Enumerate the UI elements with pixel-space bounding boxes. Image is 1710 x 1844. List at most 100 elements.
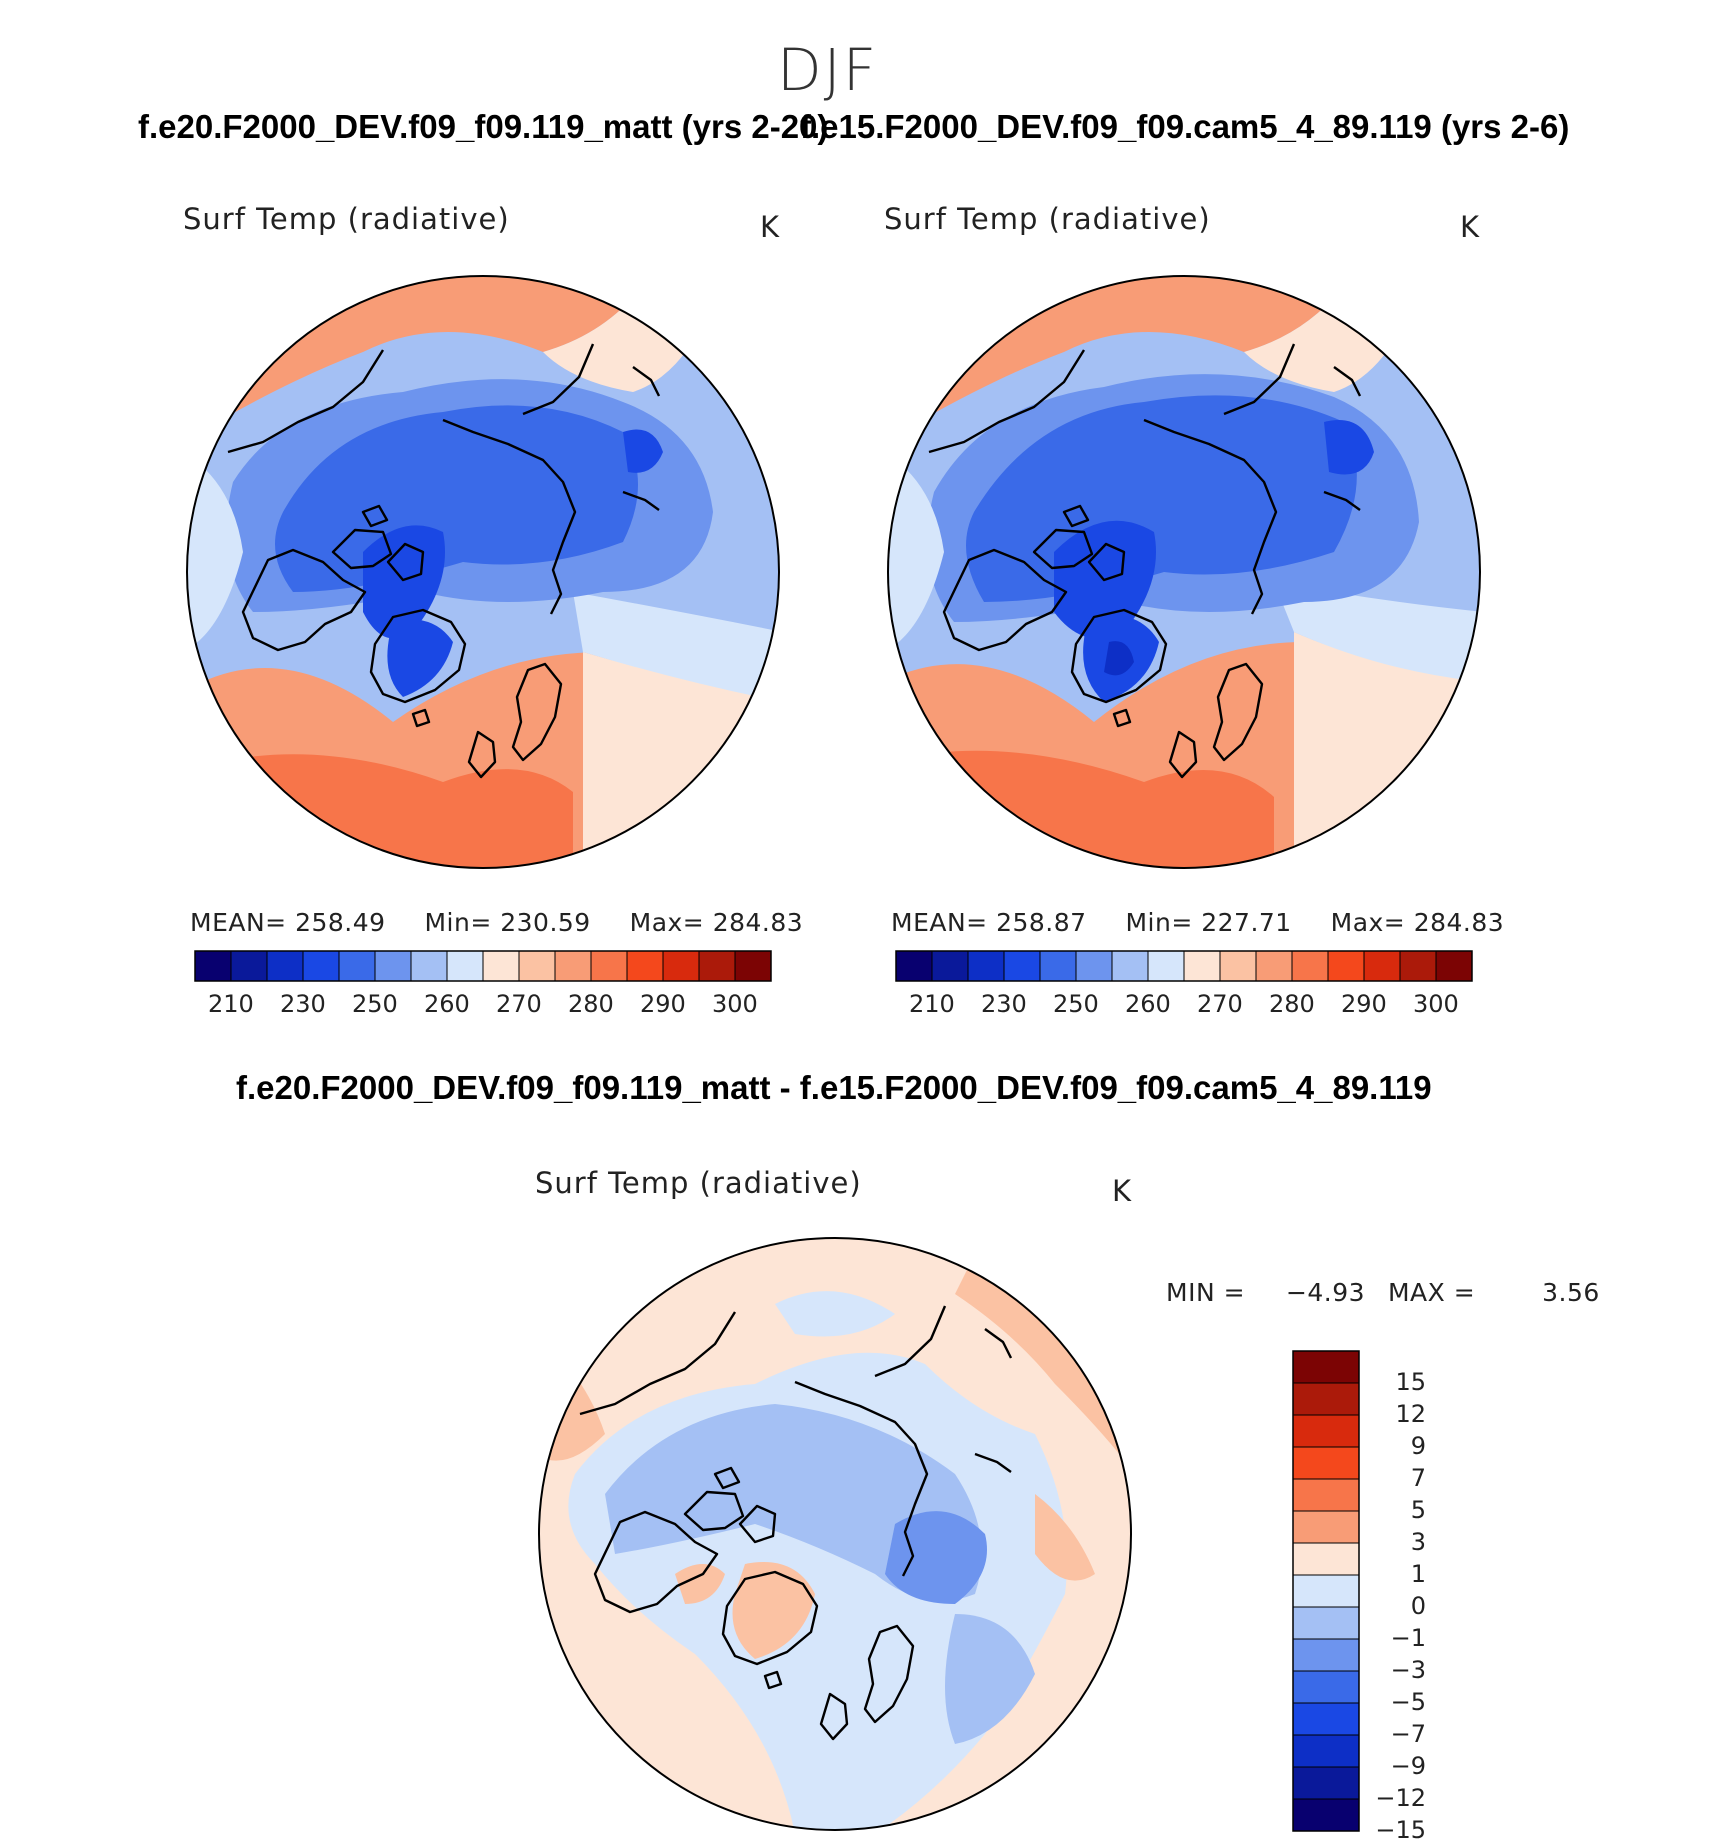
colorbar-cell — [446, 950, 484, 982]
colorbar-cell — [1292, 1798, 1360, 1832]
colorbar-cell — [482, 950, 520, 982]
colorbar-cell — [1292, 1702, 1360, 1736]
panel-1-min-value: 230.59 — [500, 908, 591, 937]
panel-2-map — [887, 275, 1481, 869]
colorbar-cell — [626, 950, 664, 982]
difference-stats: MIN = −4.93 MAX = 3.56 — [1166, 1278, 1600, 1307]
figure-title: DJF — [777, 36, 879, 104]
panel-2-max-value: 284.83 — [1413, 908, 1505, 937]
panel-1-colorbar-ticks: 210 230 250 260 270 280 290 300 — [194, 990, 770, 1020]
colorbar-tick-label: 5 — [1410, 1496, 1426, 1524]
colorbar-tick-label: 250 — [352, 990, 398, 1018]
panel-1-variable-label: Surf Temp (radiative) — [183, 202, 510, 236]
colorbar-tick-label: 3 — [1410, 1528, 1426, 1556]
colorbar-cell — [967, 950, 1005, 982]
colorbar-cell — [518, 950, 556, 982]
colorbar-cell — [698, 950, 736, 982]
panel-1-stats: MEAN= 258.49 Min= 230.59 Max= 284.83 — [190, 908, 803, 937]
colorbar-cell — [1183, 950, 1221, 982]
colorbar-tick-label: 290 — [640, 990, 686, 1018]
colorbar-cell — [302, 950, 340, 982]
difference-units-label: K — [1112, 1174, 1133, 1208]
colorbar-cell — [734, 950, 772, 982]
colorbar-cell — [1075, 950, 1113, 982]
colorbar-cell — [230, 950, 268, 982]
colorbar-cell — [1292, 1350, 1360, 1384]
colorbar-tick-label: −7 — [1390, 1720, 1426, 1748]
difference-max-label: MAX = — [1387, 1278, 1476, 1307]
colorbar-tick-label: 300 — [712, 990, 758, 1018]
colorbar-cell — [1292, 1734, 1360, 1768]
colorbar-cell — [1363, 950, 1401, 982]
colorbar-cell — [590, 950, 628, 982]
panel-1-mean-label: MEAN= — [190, 908, 287, 937]
colorbar-cell — [1219, 950, 1257, 982]
colorbar-tick-label: −1 — [1390, 1624, 1426, 1652]
colorbar-tick-label: −12 — [1375, 1784, 1426, 1812]
colorbar-tick-label: 260 — [1125, 990, 1171, 1018]
colorbar-tick-label: 1 — [1410, 1560, 1426, 1588]
colorbar-tick-label: 9 — [1410, 1432, 1426, 1460]
difference-title: f.e20.F2000_DEV.f09_f09.119_matt - f.e15… — [236, 1069, 1432, 1106]
colorbar-tick-label: 260 — [424, 990, 470, 1018]
difference-min-value: −4.93 — [1285, 1278, 1366, 1307]
difference-colorbar — [1292, 1350, 1360, 1832]
colorbar-tick-label: −15 — [1375, 1816, 1426, 1844]
difference-max-value: 3.56 — [1542, 1278, 1600, 1307]
colorbar-cell — [1292, 1766, 1360, 1800]
panel-2-mean-value: 258.87 — [996, 908, 1087, 937]
colorbar-cell — [554, 950, 592, 982]
colorbar-cell — [338, 950, 376, 982]
colorbar-cell — [1292, 1478, 1360, 1512]
colorbar-cell — [410, 950, 448, 982]
colorbar-tick-label: 270 — [496, 990, 542, 1018]
colorbar-cell — [1292, 1638, 1360, 1672]
panel-2-stats: MEAN= 258.87 Min= 227.71 Max= 284.83 — [891, 908, 1504, 937]
panel-2-max-label: Max= — [1330, 908, 1406, 937]
colorbar-tick-label: 280 — [568, 990, 614, 1018]
panel-1-mean-value: 258.49 — [295, 908, 386, 937]
colorbar-cell — [1292, 1606, 1360, 1640]
colorbar-tick-label: 210 — [909, 990, 955, 1018]
colorbar-cell — [1292, 1510, 1360, 1544]
panel-2-units-label: K — [1460, 210, 1481, 244]
colorbar-tick-label: 12 — [1395, 1400, 1426, 1428]
colorbar-tick-label: 280 — [1269, 990, 1315, 1018]
colorbar-tick-label: −9 — [1390, 1752, 1426, 1780]
colorbar-cell — [1292, 1446, 1360, 1480]
colorbar-tick-label: 210 — [208, 990, 254, 1018]
difference-variable-label: Surf Temp (radiative) — [535, 1166, 862, 1200]
panel-1-max-label: Max= — [629, 908, 705, 937]
colorbar-cell — [1292, 1382, 1360, 1416]
colorbar-cell — [1399, 950, 1437, 982]
colorbar-tick-label: 230 — [981, 990, 1027, 1018]
colorbar-tick-label: 270 — [1197, 990, 1243, 1018]
colorbar-cell — [1255, 950, 1293, 982]
panel-1-min-label: Min= — [424, 908, 492, 937]
difference-min-label: MIN = — [1166, 1278, 1246, 1307]
panel-1-case-title: f.e20.F2000_DEV.f09_f09.119_matt (yrs 2-… — [138, 108, 829, 145]
colorbar-tick-label: 290 — [1341, 990, 1387, 1018]
panel-1-units-label: K — [760, 210, 781, 244]
panel-1-colorbar — [194, 950, 772, 982]
colorbar-tick-label: 250 — [1053, 990, 1099, 1018]
colorbar-cell — [194, 950, 232, 982]
panel-1-max-value: 284.83 — [712, 908, 804, 937]
colorbar-cell — [1292, 1670, 1360, 1704]
panel-2-case-title: f.e15.F2000_DEV.f09_f09.cam5_4_89.119 (y… — [800, 108, 1570, 145]
colorbar-tick-label: 15 — [1395, 1368, 1426, 1396]
colorbar-tick-label: −3 — [1390, 1656, 1426, 1684]
colorbar-tick-label: 0 — [1410, 1592, 1426, 1620]
colorbar-cell — [1111, 950, 1149, 982]
difference-colorbar-ticks: 15 12 9 7 5 3 1 0 −1 −3 −5 −7 −9 −12 −15 — [1366, 1350, 1436, 1844]
panel-2-mean-label: MEAN= — [891, 908, 988, 937]
colorbar-tick-label: 300 — [1413, 990, 1459, 1018]
colorbar-tick-label: −5 — [1390, 1688, 1426, 1716]
colorbar-cell — [374, 950, 412, 982]
colorbar-cell — [895, 950, 933, 982]
panel-1-map — [186, 275, 780, 869]
colorbar-cell — [1003, 950, 1041, 982]
colorbar-cell — [266, 950, 304, 982]
colorbar-cell — [1327, 950, 1365, 982]
colorbar-cell — [1147, 950, 1185, 982]
